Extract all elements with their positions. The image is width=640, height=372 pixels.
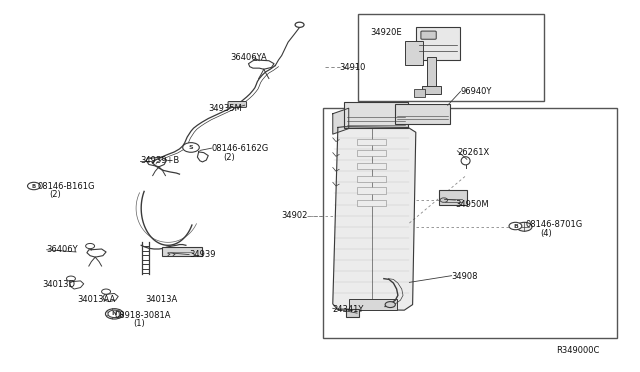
Text: 26261X: 26261X [458,148,490,157]
FancyBboxPatch shape [405,41,424,65]
Circle shape [385,302,396,308]
FancyBboxPatch shape [163,247,202,256]
Text: 34013AA: 34013AA [77,295,116,304]
FancyBboxPatch shape [427,57,436,89]
Bar [357,138,386,145]
Text: 34013A: 34013A [145,295,177,304]
Text: 08918-3081A: 08918-3081A [115,311,171,320]
Text: 08146-8701G: 08146-8701G [525,221,583,230]
Text: N: N [111,311,117,316]
Text: 96940Y: 96940Y [461,87,492,96]
FancyBboxPatch shape [228,102,246,108]
Bar [357,187,386,194]
FancyBboxPatch shape [416,27,461,60]
Polygon shape [333,127,416,310]
Bar [357,150,386,156]
Text: (4): (4) [540,228,552,238]
FancyBboxPatch shape [344,102,408,128]
Circle shape [516,222,532,231]
Text: R349000C: R349000C [556,346,600,355]
FancyBboxPatch shape [346,310,359,317]
Bar [357,200,386,206]
Text: 34939: 34939 [189,250,216,259]
Text: 34939+B: 34939+B [140,156,179,165]
Text: 08146-B161G: 08146-B161G [38,182,95,190]
Text: 34950M: 34950M [456,200,489,209]
Text: B: B [32,183,36,189]
Bar [323,108,617,338]
Text: 34910: 34910 [339,63,365,72]
Bar [358,14,543,101]
Circle shape [28,182,40,190]
Text: S: S [189,145,193,150]
FancyBboxPatch shape [349,299,397,310]
Text: 24341Y: 24341Y [333,305,364,314]
Circle shape [102,289,111,294]
Bar [357,163,386,169]
Circle shape [295,22,304,28]
FancyBboxPatch shape [421,31,436,39]
Circle shape [106,309,124,319]
FancyBboxPatch shape [395,104,450,124]
Text: 34013D: 34013D [42,280,76,289]
Polygon shape [333,108,349,134]
Text: 34908: 34908 [452,272,478,281]
Circle shape [182,142,199,152]
Text: 34920E: 34920E [370,28,401,37]
FancyBboxPatch shape [422,86,441,94]
Circle shape [108,310,121,318]
Text: 34902: 34902 [281,211,307,220]
Circle shape [440,198,448,202]
Text: (2): (2) [49,190,61,199]
Text: (2): (2) [223,153,235,162]
FancyBboxPatch shape [439,190,467,205]
Circle shape [86,243,95,248]
Text: B: B [513,224,518,228]
Text: 08146-6162G: 08146-6162G [211,144,269,153]
Circle shape [509,222,522,230]
Text: 36406Y: 36406Y [47,245,78,254]
Bar [357,176,386,182]
Circle shape [67,276,76,281]
Text: 36406YA: 36406YA [230,52,268,61]
FancyBboxPatch shape [414,89,425,97]
Text: 34935M: 34935M [208,104,242,113]
Text: (1): (1) [134,320,145,328]
